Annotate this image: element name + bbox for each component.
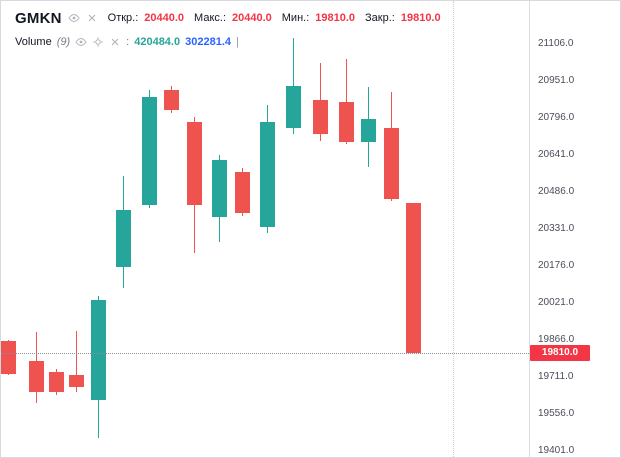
symbol-title: GMKN <box>15 9 62 27</box>
price-axis-label: 19401.0 <box>538 444 575 456</box>
close-icon[interactable] <box>109 36 121 48</box>
candle <box>383 127 399 200</box>
symbol-legend-row: GMKN Откр.: 20440.0 Макс.: 20440.0 Мин.:… <box>15 7 441 29</box>
candle <box>405 202 421 354</box>
ohlc-close-value: 19810.0 <box>400 12 441 24</box>
volume-value: 420484.0 <box>134 36 181 48</box>
candle <box>338 101 354 143</box>
ohlc-high-label: Макс.: <box>194 12 226 24</box>
candle <box>312 100 328 134</box>
price-axis-label: 19866.0 <box>538 333 575 345</box>
indicator-name: Volume <box>15 36 52 48</box>
price-axis-label: 20951.0 <box>538 74 575 86</box>
candle <box>285 86 301 128</box>
price-axis-label: 20021.0 <box>538 296 575 308</box>
price-axis-label: 20176.0 <box>538 259 575 271</box>
candle <box>48 372 64 392</box>
candle <box>259 121 275 227</box>
ohlc-low-label: Мин.: <box>281 12 310 24</box>
legend-cursor-bar: | <box>236 36 239 48</box>
price-axis[interactable]: 21106.0 20951.0 20796.0 20641.0 20486.0 20331… <box>529 1 620 457</box>
candle-wick <box>75 330 77 392</box>
indicator-separator: : <box>126 36 130 48</box>
candle <box>163 89 179 110</box>
ohlc-low-value: 19810.0 <box>315 12 356 24</box>
chart-area[interactable]: GMKN Откр.: 20440.0 Макс.: 20440.0 Мин.:… <box>1 1 529 457</box>
ohlc-close-label: Закр.: <box>365 12 395 24</box>
close-icon[interactable] <box>86 12 98 24</box>
candle <box>211 160 227 218</box>
candle <box>186 121 202 206</box>
indicator-param: (9) <box>56 36 71 48</box>
candle-wick <box>345 58 347 145</box>
price-axis-label: 21106.0 <box>538 38 574 49</box>
ohlc-open-label: Откр.: <box>107 12 139 24</box>
candle <box>234 171 250 213</box>
price-axis-label: 20331.0 <box>538 222 575 234</box>
price-axis-label: 20486.0 <box>538 185 575 197</box>
price-axis-label: 20796.0 <box>538 111 575 123</box>
last-price-tag: 19810.0 <box>530 345 590 361</box>
candles-layer <box>1 1 529 457</box>
eye-icon[interactable] <box>68 12 80 24</box>
session-separator-line <box>453 1 454 457</box>
candle <box>90 299 106 400</box>
price-axis-label: 19711.0 <box>538 370 574 382</box>
legend: GMKN Откр.: 20440.0 Макс.: 20440.0 Мин.:… <box>15 7 441 51</box>
eye-icon[interactable] <box>75 36 87 48</box>
price-axis-label: 20641.0 <box>538 148 575 160</box>
candle <box>68 374 84 387</box>
candle <box>360 119 376 143</box>
last-price-line <box>1 353 529 354</box>
candle <box>28 360 44 392</box>
settings-icon[interactable] <box>92 36 104 48</box>
volume-legend-row: Volume (9) : 420484.0 302281.4 | <box>15 33 441 51</box>
ohlc-high-value: 20440.0 <box>232 12 272 24</box>
candle <box>1 341 16 374</box>
volume-ma-value: 302281.4 <box>185 36 231 48</box>
ohlc-open-value: 20440.0 <box>144 12 185 24</box>
candle <box>115 210 131 268</box>
price-axis-label: 19556.0 <box>538 407 575 419</box>
candle <box>141 96 157 206</box>
